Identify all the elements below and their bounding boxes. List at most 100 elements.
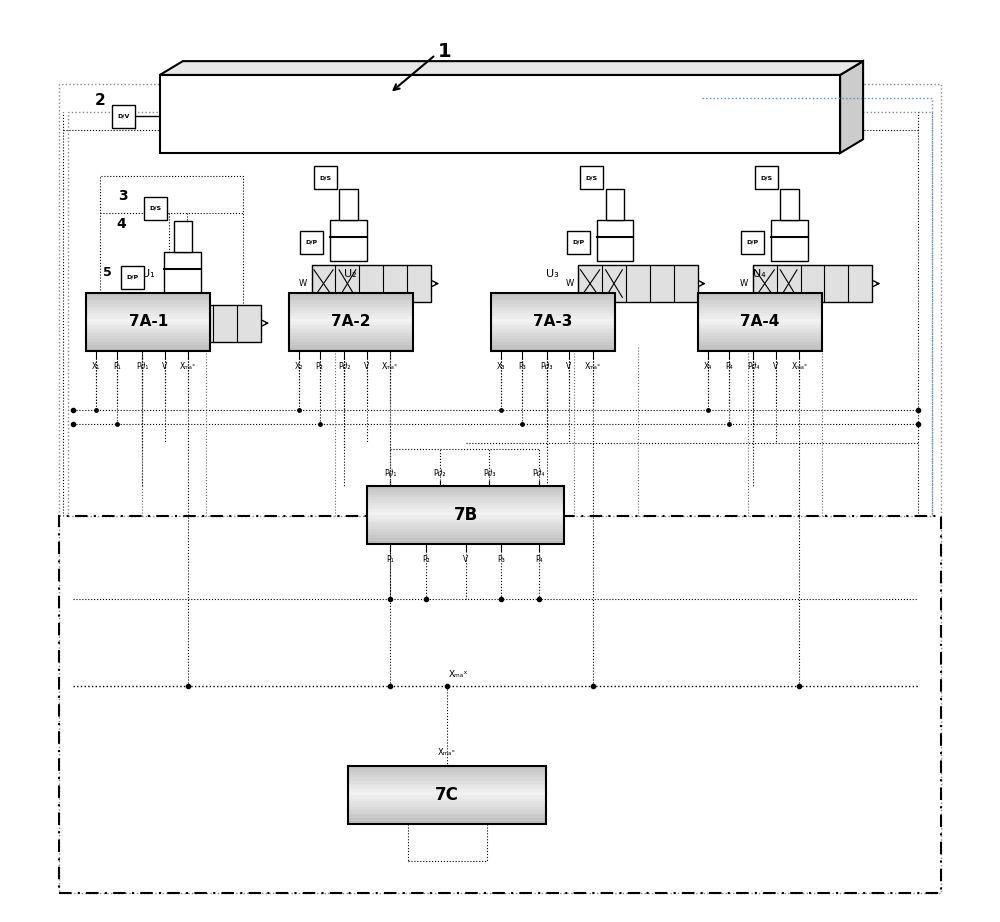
Bar	[86, 345, 210, 348]
Text: Pⴛ₁: Pⴛ₁	[384, 469, 397, 479]
Bar	[367, 489, 564, 491]
Text: W: W	[740, 279, 748, 288]
Text: T T: T T	[318, 307, 329, 313]
Text: 5: 5	[103, 266, 112, 279]
Text: W: W	[299, 279, 307, 288]
Polygon shape	[160, 75, 840, 153]
Bar	[86, 322, 210, 325]
Bar	[491, 348, 615, 350]
Text: 7A-3: 7A-3	[533, 314, 573, 329]
Bar	[289, 334, 413, 337]
Bar	[698, 301, 822, 304]
Text: X₁: X₁	[92, 361, 100, 371]
Bar	[68, 112, 932, 516]
Text: Xₘₐˣ: Xₘₐˣ	[449, 670, 468, 679]
Bar	[289, 316, 413, 319]
Bar	[348, 781, 546, 784]
Bar	[289, 342, 413, 345]
Bar	[289, 337, 413, 339]
Text: Xₘₐˣ: Xₘₐˣ	[584, 361, 601, 371]
Bar	[289, 313, 413, 316]
Bar	[289, 322, 413, 325]
Bar	[86, 304, 210, 307]
Text: 7B: 7B	[453, 506, 478, 524]
Bar	[144, 196, 167, 219]
Bar	[491, 307, 615, 310]
Bar	[339, 189, 358, 219]
Text: 7A-1: 7A-1	[129, 314, 168, 329]
Bar	[367, 503, 564, 506]
Bar	[606, 189, 624, 219]
Bar	[86, 337, 210, 339]
Bar	[780, 189, 799, 219]
Bar	[348, 769, 546, 772]
Bar	[289, 327, 413, 330]
Bar	[491, 299, 615, 301]
Bar	[348, 798, 546, 801]
Bar	[367, 514, 564, 517]
Bar	[367, 517, 564, 521]
Bar	[367, 532, 564, 535]
Bar	[86, 299, 210, 301]
Bar	[289, 345, 413, 348]
Bar	[367, 535, 564, 538]
Bar	[300, 230, 323, 254]
Bar	[348, 804, 546, 807]
Bar	[121, 266, 144, 289]
Text: X₂: X₂	[294, 361, 303, 371]
Bar	[491, 293, 615, 296]
Bar	[698, 313, 822, 316]
Bar	[86, 293, 210, 350]
Text: D/P: D/P	[572, 240, 584, 244]
Bar	[698, 342, 822, 345]
Text: W: W	[565, 279, 574, 288]
Bar	[698, 345, 822, 348]
Bar	[367, 494, 564, 497]
Text: P₄: P₄	[535, 555, 542, 563]
Bar	[367, 506, 564, 509]
Text: Pⴛ₄: Pⴛ₄	[532, 469, 545, 479]
Bar	[289, 319, 413, 322]
Text: D/P: D/P	[126, 275, 138, 279]
Bar	[698, 310, 822, 313]
Text: 7A-2: 7A-2	[331, 314, 370, 329]
Bar	[86, 307, 210, 310]
Bar	[312, 266, 431, 302]
Bar	[86, 325, 210, 327]
Bar	[112, 105, 135, 128]
Bar	[367, 521, 564, 524]
Bar	[367, 538, 564, 541]
Bar	[86, 327, 210, 330]
Bar	[597, 219, 633, 261]
Text: D/V: D/V	[117, 113, 129, 119]
Bar	[348, 786, 546, 789]
Bar	[491, 339, 615, 342]
Bar	[491, 327, 615, 330]
Bar	[491, 293, 615, 350]
Text: P₄: P₄	[725, 361, 732, 371]
Bar	[578, 266, 698, 302]
Text: 1: 1	[438, 42, 452, 62]
Bar	[348, 807, 546, 810]
Bar	[289, 293, 413, 296]
Bar	[698, 339, 822, 342]
Bar	[348, 772, 546, 774]
Bar	[698, 293, 822, 350]
Text: D/P: D/P	[747, 240, 759, 244]
Bar	[367, 486, 564, 489]
Text: V: V	[566, 361, 572, 371]
Bar	[314, 166, 337, 189]
Text: T T: T T	[585, 307, 595, 313]
Bar	[86, 313, 210, 316]
Text: Xₘₐˣ: Xₘₐˣ	[180, 361, 196, 371]
Bar	[755, 166, 778, 189]
Bar	[491, 301, 615, 304]
Bar	[367, 491, 564, 494]
Bar	[86, 296, 210, 299]
Text: T T: T T	[759, 307, 770, 313]
Bar	[491, 322, 615, 325]
Text: Xₘₐˣ: Xₘₐˣ	[438, 748, 456, 757]
Bar	[698, 337, 822, 339]
Bar	[86, 301, 210, 304]
Bar	[698, 319, 822, 322]
